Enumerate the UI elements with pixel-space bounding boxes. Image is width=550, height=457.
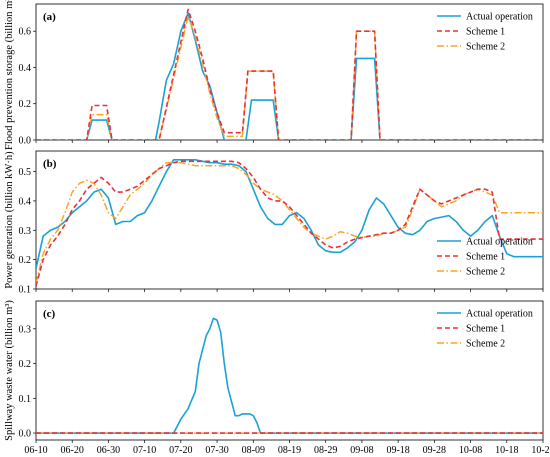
legend: Actual operation Scheme 1 Scheme 2 <box>437 309 533 350</box>
legend-label-actual: Actual operation <box>466 237 533 248</box>
x-tick-label: 10-08 <box>459 445 482 456</box>
x-tick-label: 07-30 <box>205 445 228 456</box>
y-tick-label: 0.6 <box>19 27 32 38</box>
x-tick-label: 07-10 <box>133 445 156 456</box>
y-tick-label: 0.0 <box>19 429 32 440</box>
legend-label-scheme1: Scheme 1 <box>466 252 505 263</box>
x-tick-label: 10-18 <box>495 445 518 456</box>
y-tick-label: 0.1 <box>19 394 32 405</box>
x-tick-label: 09-08 <box>350 445 373 456</box>
legend: Actual operation Scheme 1 Scheme 2 <box>437 12 533 53</box>
panel-a: 0.0 0.2 0.4 0.6 Flood prevention storage (bi… <box>4 0 544 150</box>
panel-b: 0.1 0.2 0.3 0.4 0.5 Power generation (billion… <box>4 150 544 296</box>
legend-label-scheme1: Scheme 1 <box>466 27 505 38</box>
x-tick-label: 08-29 <box>314 445 337 456</box>
series-line-scheme1 <box>36 8 543 140</box>
x-tick-label: 09-18 <box>386 445 409 456</box>
legend-label-actual: Actual operation <box>466 309 533 320</box>
series-line-actual <box>36 12 543 140</box>
legend: Actual operation Scheme 1 Scheme 2 <box>437 237 533 278</box>
y-tick-label: 0.3 <box>19 226 32 237</box>
x-tick-label: 10-28 <box>531 445 550 456</box>
y-tick-label: 0.1 <box>19 285 32 296</box>
panel-label: (a) <box>43 11 56 23</box>
series-line-actual <box>36 159 543 269</box>
legend-label-scheme2: Scheme 2 <box>466 339 505 350</box>
panel-label: (b) <box>43 158 57 170</box>
series-line-scheme2 <box>36 161 543 284</box>
legend-label-scheme2: Scheme 2 <box>466 42 505 53</box>
x-tick-label: 07-20 <box>169 445 192 456</box>
plot-frame <box>35 300 544 441</box>
y-tick-label: 0.2 <box>19 359 32 370</box>
y-tick-label: 0.3 <box>19 324 32 335</box>
x-tick-label: 06-30 <box>97 445 120 456</box>
panel-c: 0.0 0.1 0.2 0.3 06-10 06-20 06-30 07-10 07-20 07-… <box>4 300 550 456</box>
series-line-scheme1 <box>36 160 543 287</box>
y-axis-label: Power generation (billion kW·h) <box>4 151 15 289</box>
x-tick-label: 08-19 <box>278 445 301 456</box>
x-tick-label: 09-28 <box>423 445 446 456</box>
panel-label: (c) <box>43 308 56 320</box>
y-tick-label: 0.0 <box>19 136 32 147</box>
legend-label-actual: Actual operation <box>466 12 533 23</box>
y-tick-label: 0.4 <box>19 63 32 74</box>
x-tick-label: 06-20 <box>61 445 84 456</box>
y-axis-label: Spillway waste water (billion m³) <box>4 300 15 441</box>
y-tick-label: 0.2 <box>19 255 32 266</box>
x-tick-label: 08-09 <box>242 445 265 456</box>
y-tick-label: 0.4 <box>19 196 32 207</box>
x-tick-label: 06-10 <box>24 445 47 456</box>
plot-frame <box>35 3 544 141</box>
legend-label-scheme2: Scheme 2 <box>466 267 505 278</box>
series-line-actual <box>36 317 543 434</box>
y-tick-label: 0.5 <box>19 167 32 178</box>
legend-label-scheme1: Scheme 1 <box>466 324 505 335</box>
y-tick-label: 0.2 <box>19 99 32 110</box>
y-axis-label: Flood prevention storage (billion m³) <box>4 0 15 150</box>
